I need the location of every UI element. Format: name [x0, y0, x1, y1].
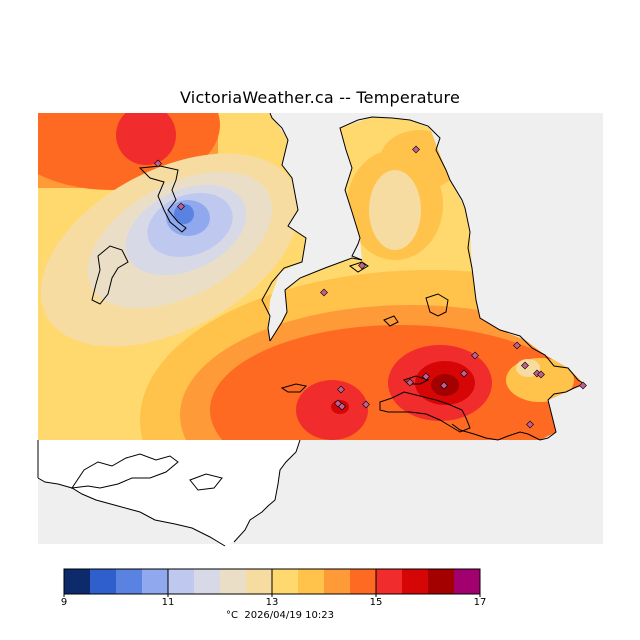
- colorbar-swatch: [376, 569, 403, 594]
- colorbar-swatch: [350, 569, 377, 594]
- colorbar-swatch: [428, 569, 455, 594]
- colorbar-swatch: [194, 569, 221, 594]
- colorbar-tick-label: 9: [60, 597, 68, 608]
- station-marker: [177, 202, 185, 211]
- southern-coastline: [37, 439, 301, 547]
- station-marker: [521, 361, 529, 370]
- timestamp: 2026/04/19 10:23: [244, 610, 334, 621]
- station-marker: [537, 370, 545, 379]
- station-marker: [358, 261, 366, 270]
- colorbar-swatch: [272, 569, 299, 594]
- colorbar-swatch: [142, 569, 169, 594]
- map-title: VictoriaWeather.ca -- Temperature: [180, 88, 460, 107]
- station-marker: [337, 385, 345, 394]
- colorbar-swatch: [298, 569, 325, 594]
- station-marker: [406, 378, 414, 387]
- southern-landmass: [38, 440, 300, 546]
- colorbar-swatch: [168, 569, 195, 594]
- station-markers: [154, 145, 587, 429]
- colorbar-swatch: [324, 569, 351, 594]
- station-marker: [471, 351, 479, 360]
- station-marker: [412, 145, 420, 154]
- colorbar-ticks: [63, 569, 481, 597]
- station-marker: [154, 159, 162, 168]
- footer-line: °C 2026/04/19 10:23: [0, 610, 560, 621]
- colorbar-tick-label: 13: [265, 597, 279, 608]
- station-marker: [422, 372, 430, 381]
- colorbar-tick-label: 11: [161, 597, 175, 608]
- colorbar-swatch: [220, 569, 247, 594]
- colorbar-swatch: [246, 569, 273, 594]
- colorbar-swatch: [90, 569, 117, 594]
- colorbar-tick-label: 17: [473, 597, 487, 608]
- station-marker: [460, 369, 468, 378]
- colorbar-swatch: [116, 569, 143, 594]
- colorbar-swatch: [402, 569, 429, 594]
- station-marker: [513, 341, 521, 350]
- station-marker: [440, 381, 448, 390]
- station-marker: [579, 381, 587, 390]
- station-marker: [320, 288, 328, 297]
- station-marker: [526, 420, 534, 429]
- colorbar-swatch: [64, 569, 91, 594]
- station-marker: [362, 400, 370, 409]
- colorbar-swatches: [64, 569, 481, 594]
- coastlines: [91, 112, 586, 441]
- station-marker: [338, 402, 346, 411]
- colorbar-tick-label: 15: [369, 597, 383, 608]
- unit-label: °C: [226, 610, 238, 621]
- colorbar-swatch: [454, 569, 481, 594]
